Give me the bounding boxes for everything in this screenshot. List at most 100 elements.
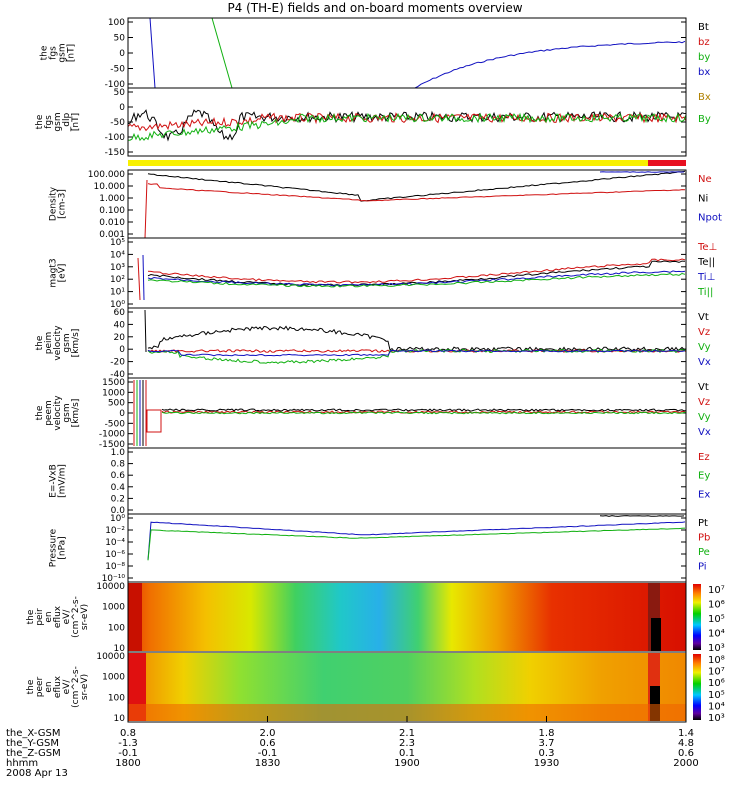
y-tick-label: -100 — [105, 80, 126, 90]
legend-te: Te|| — [697, 257, 715, 268]
panel-frame — [127, 513, 687, 583]
panel-ylabel-line: _dlp — [62, 113, 72, 133]
panel-ylabel-line: the — [35, 335, 45, 350]
y-tick-label: 0.0 — [111, 506, 126, 516]
xaxis-value: 2.0 — [260, 728, 276, 739]
series-Pt — [599, 515, 685, 517]
y-tick-label: 10.000 — [94, 182, 126, 192]
y-tick-label: 10 — [114, 644, 126, 654]
legend-ez: Ez — [698, 452, 710, 463]
panel-frame — [127, 17, 687, 89]
xaxis-value: 1800 — [115, 758, 140, 769]
legend-te: Te⊥ — [697, 242, 717, 253]
legend-vt: Vt — [698, 312, 709, 323]
colorbar-peir — [693, 584, 701, 650]
colorbar-label: 10³ — [708, 643, 725, 654]
status-bar-yellow — [128, 160, 648, 166]
y-tick-label: 40 — [114, 320, 126, 330]
legend-vy: Vy — [698, 342, 711, 353]
y-tick-label: -50 — [110, 118, 125, 128]
legend-vy: Vy — [698, 412, 711, 423]
legend-pe: Pe — [698, 547, 710, 558]
panel-ylabel-line: [nT] — [71, 113, 81, 131]
series-Vt-spike — [144, 309, 147, 353]
y-tick-label: 10⁻⁶ — [105, 550, 125, 560]
legend-npot: Npot — [698, 213, 722, 224]
colorbar-label: 10⁷ — [708, 667, 725, 678]
xaxis-value: -1.3 — [118, 738, 138, 749]
panel-frame — [127, 87, 687, 157]
panel-ylabel-line: peim — [44, 332, 54, 355]
y-tick-label: 10⁻² — [105, 526, 125, 536]
panel-ylabel-line: magt3 — [49, 258, 59, 287]
xaxis-value: 1930 — [534, 758, 559, 769]
panel-ylabel-line: [km/s] — [71, 329, 81, 358]
y-tick-label: 500 — [108, 399, 125, 409]
panel-ylabel-line: peem — [44, 400, 54, 426]
y-tick-label: 10⁰ — [110, 300, 125, 310]
y-tick-label: 10³ — [110, 263, 125, 273]
xaxis-row-label: hhmm — [6, 758, 38, 769]
xaxis-value: -0.1 — [258, 748, 278, 759]
legend-vz: Vz — [698, 397, 710, 408]
series-peem-box — [146, 409, 162, 433]
y-tick-label: 0 — [119, 103, 125, 113]
series-Ti-par — [147, 272, 686, 288]
series-Vt — [147, 325, 687, 352]
y-tick-label: 1000 — [102, 673, 125, 683]
legend-by: By — [698, 114, 711, 125]
y-tick-label: 0.001 — [99, 230, 125, 240]
y-tick-label: -40 — [110, 370, 125, 380]
series-Pe — [147, 527, 686, 561]
series-Te-spike — [137, 257, 141, 301]
date-label: 2008 Apr 13 — [6, 768, 68, 779]
y-tick-label: 1.0 — [111, 448, 126, 458]
legend-vx: Vx — [698, 427, 711, 438]
panel-ylabel-line: gsm — [53, 112, 63, 131]
series-Pi — [147, 521, 686, 560]
panel-ylabel-line: the — [26, 609, 36, 624]
series-Ni — [147, 170, 686, 202]
panel-ylabel-line: sr-eV) — [80, 674, 90, 700]
xaxis-value: 0.8 — [120, 728, 136, 739]
panel-ylabel-line: peir — [35, 608, 45, 626]
legend-ey: Ey — [698, 471, 710, 482]
colorbar-label: 10⁵ — [708, 690, 725, 701]
panel-ylabel-line: en — [44, 611, 54, 622]
y-tick-label: 10⁵ — [110, 238, 125, 248]
y-tick-label: 10⁻⁴ — [105, 538, 125, 548]
series-bx-spike — [149, 17, 156, 89]
series-Ne-rise — [144, 179, 148, 239]
panel-ylabel-line: fgs — [49, 46, 59, 60]
spec-peir-edge — [128, 583, 142, 651]
colorbar-label: 10⁴ — [708, 629, 725, 640]
y-tick-label: -1500 — [99, 440, 125, 450]
legend-vz: Vz — [698, 327, 710, 338]
y-tick-label: 10² — [110, 275, 125, 285]
y-tick-label: 20 — [114, 333, 126, 343]
series-by-dlp — [127, 112, 687, 142]
xaxis-value: 0.6 — [260, 738, 276, 749]
xaxis-row-label: the_Y-GSM — [6, 738, 59, 749]
y-tick-label: 100 — [108, 623, 125, 633]
legend-ex: Ex — [698, 489, 710, 500]
series-Te-perp — [147, 258, 686, 284]
y-tick-label: 0.6 — [111, 471, 126, 481]
panel-ylabel-line: (cm^2-s- — [71, 596, 81, 638]
panel-ylabel-line: eV/ — [62, 679, 72, 695]
y-tick-label: 10⁴ — [110, 250, 125, 260]
xaxis-value: 1.4 — [678, 728, 694, 739]
plot-title: P4 (TH-E) fields and on-board moments ov… — [227, 1, 522, 15]
xaxis-value: 0.1 — [399, 748, 415, 759]
y-tick-label: 100 — [108, 18, 125, 28]
series-peem-Vy — [161, 411, 686, 415]
panel-frame — [127, 237, 687, 309]
y-tick-label: 0.100 — [99, 206, 125, 216]
y-tick-label: 1000 — [102, 388, 125, 398]
series-Ti-spike — [142, 254, 145, 301]
y-tick-label: 50 — [114, 34, 126, 44]
spec-peer-gap-low — [650, 686, 660, 721]
spectrogram-peir — [128, 583, 686, 651]
y-tick-label: -1000 — [99, 430, 125, 440]
y-tick-label: 0.8 — [111, 460, 126, 470]
